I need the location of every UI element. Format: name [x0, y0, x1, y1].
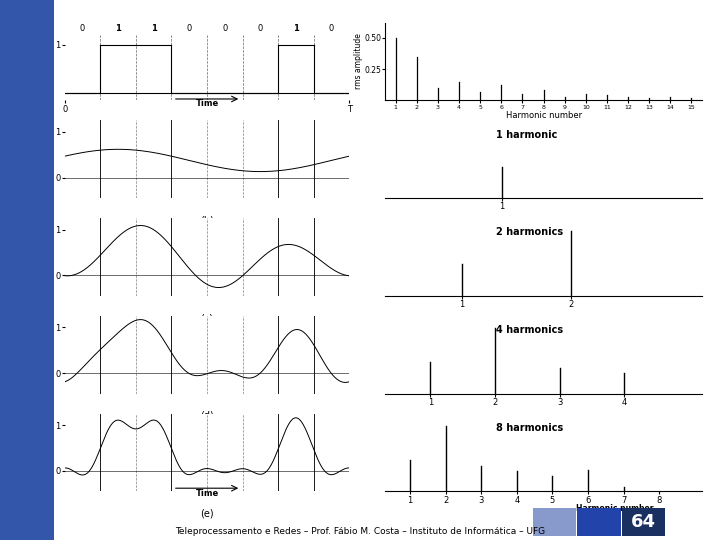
Text: (c): (c)	[200, 313, 214, 323]
Text: 4 harmonics: 4 harmonics	[496, 325, 563, 335]
Text: 8 harmonics: 8 harmonics	[496, 423, 563, 433]
Text: 0: 0	[222, 24, 228, 33]
Text: Harmonic number: Harmonic number	[576, 504, 654, 514]
Y-axis label: rms amplitude: rms amplitude	[354, 33, 363, 90]
Text: 1: 1	[150, 24, 157, 33]
Text: 0: 0	[329, 24, 334, 33]
Text: 0: 0	[258, 24, 263, 33]
Text: 0: 0	[186, 24, 192, 33]
Text: (a): (a)	[200, 124, 214, 134]
Text: (b): (b)	[200, 215, 214, 225]
Text: 1: 1	[115, 24, 121, 33]
Text: (d): (d)	[200, 411, 214, 421]
Text: 1: 1	[293, 24, 299, 33]
Text: 2 harmonics: 2 harmonics	[496, 227, 563, 238]
Text: 1 harmonic: 1 harmonic	[496, 130, 557, 140]
Text: 0: 0	[80, 24, 85, 33]
Text: Time: Time	[195, 99, 219, 109]
X-axis label: Harmonic number: Harmonic number	[505, 111, 582, 120]
Text: (e): (e)	[200, 509, 214, 518]
Text: Teleprocessamento e Redes – Prof. Fábio M. Costa – Instituto de Informática – UF: Teleprocessamento e Redes – Prof. Fábio …	[175, 526, 545, 536]
Text: 64: 64	[631, 512, 656, 531]
Text: Time: Time	[195, 489, 219, 498]
